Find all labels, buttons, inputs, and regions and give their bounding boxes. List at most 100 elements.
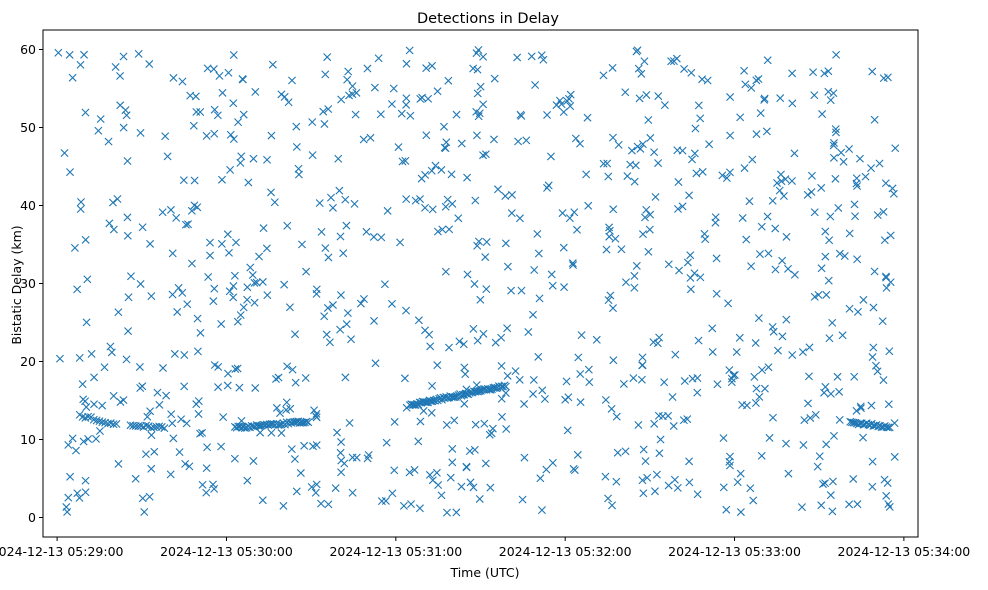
data-point-marker xyxy=(547,270,556,279)
data-point-marker xyxy=(296,469,305,478)
data-point-marker xyxy=(835,387,844,396)
data-point-marker xyxy=(217,442,226,451)
data-point-marker xyxy=(438,225,447,234)
data-point-marker xyxy=(147,431,156,440)
data-point-marker xyxy=(685,191,694,200)
data-point-marker xyxy=(834,203,843,212)
data-point-marker xyxy=(341,373,350,382)
data-point-marker xyxy=(334,154,343,163)
data-point-marker xyxy=(778,332,787,341)
data-point-marker xyxy=(173,307,182,316)
data-point-marker xyxy=(442,420,451,429)
data-point-marker xyxy=(250,278,259,287)
data-point-marker xyxy=(170,349,179,358)
data-point-marker xyxy=(630,271,639,280)
data-point-marker xyxy=(87,349,96,358)
data-point-marker xyxy=(646,210,655,219)
data-point-marker xyxy=(180,351,189,360)
data-point-marker xyxy=(370,83,379,92)
data-point-marker xyxy=(146,239,155,248)
data-point-marker xyxy=(660,101,669,110)
data-point-marker xyxy=(336,325,345,334)
data-point-marker xyxy=(422,64,431,73)
data-point-marker xyxy=(537,506,546,515)
data-point-marker xyxy=(810,292,819,301)
data-point-marker xyxy=(158,208,167,217)
data-point-marker xyxy=(71,446,80,455)
data-point-marker xyxy=(708,324,717,333)
data-point-marker xyxy=(402,195,411,204)
data-point-marker xyxy=(471,420,480,429)
chart-title: Detections in Delay xyxy=(417,11,559,27)
data-point-marker xyxy=(396,238,405,247)
data-point-marker xyxy=(638,476,647,485)
data-point-marker xyxy=(433,361,442,370)
data-point-marker xyxy=(474,45,483,54)
data-point-marker xyxy=(686,273,695,282)
data-point-marker xyxy=(324,500,333,509)
data-point-marker xyxy=(482,238,491,247)
data-point-marker xyxy=(210,129,219,138)
data-point-marker xyxy=(422,131,431,140)
data-point-marker xyxy=(806,413,815,422)
data-point-marker xyxy=(501,192,510,201)
data-point-marker xyxy=(209,297,218,306)
data-point-marker xyxy=(568,259,577,268)
data-point-marker xyxy=(763,56,772,65)
data-point-marker xyxy=(800,416,809,425)
data-point-marker xyxy=(879,207,888,216)
data-point-marker xyxy=(251,383,260,392)
data-point-marker xyxy=(224,248,233,257)
data-point-marker xyxy=(824,67,833,76)
data-point-marker xyxy=(632,261,641,270)
data-point-marker xyxy=(79,437,88,446)
data-point-marker xyxy=(833,372,842,381)
data-point-marker xyxy=(813,462,822,471)
data-point-marker xyxy=(382,438,391,447)
data-point-marker xyxy=(268,60,277,69)
data-point-marker xyxy=(621,447,630,456)
data-point-marker xyxy=(757,365,766,374)
data-point-marker xyxy=(335,186,344,195)
data-point-marker xyxy=(855,154,864,163)
data-point-marker xyxy=(239,110,248,119)
data-point-marker xyxy=(471,196,480,205)
x-tick-label: 2024-12-13 05:30:00 xyxy=(160,544,293,559)
data-point-marker xyxy=(150,447,159,456)
data-point-marker xyxy=(481,150,490,159)
data-point-marker xyxy=(217,175,226,184)
data-point-marker xyxy=(742,235,751,244)
data-point-marker xyxy=(778,256,787,265)
data-point-marker xyxy=(389,84,398,93)
data-point-marker xyxy=(548,281,557,290)
data-point-marker xyxy=(431,161,440,170)
data-point-marker xyxy=(829,89,838,98)
data-point-marker xyxy=(364,451,373,459)
data-point-marker xyxy=(337,438,346,447)
data-point-marker xyxy=(769,327,778,336)
data-point-marker xyxy=(78,380,87,389)
data-point-marker xyxy=(627,146,636,155)
data-point-marker xyxy=(757,451,766,460)
data-point-marker xyxy=(284,98,293,107)
data-point-marker xyxy=(250,298,259,307)
data-point-marker xyxy=(68,73,77,82)
data-point-marker xyxy=(100,363,109,372)
data-point-marker xyxy=(416,195,425,204)
data-point-marker xyxy=(231,238,240,247)
data-point-marker xyxy=(585,378,594,387)
data-point-marker xyxy=(642,205,651,214)
data-point-marker xyxy=(432,468,441,477)
data-point-marker xyxy=(223,230,232,239)
data-point-marker xyxy=(747,262,756,271)
data-point-marker xyxy=(776,94,785,103)
data-point-marker xyxy=(427,408,436,417)
data-point-marker xyxy=(282,405,291,414)
data-point-marker xyxy=(768,413,777,422)
data-point-marker xyxy=(756,109,765,118)
data-point-marker xyxy=(815,452,824,461)
data-point-marker xyxy=(145,60,154,69)
data-point-marker xyxy=(452,508,461,517)
data-point-marker xyxy=(886,231,895,240)
data-point-marker xyxy=(136,128,145,137)
